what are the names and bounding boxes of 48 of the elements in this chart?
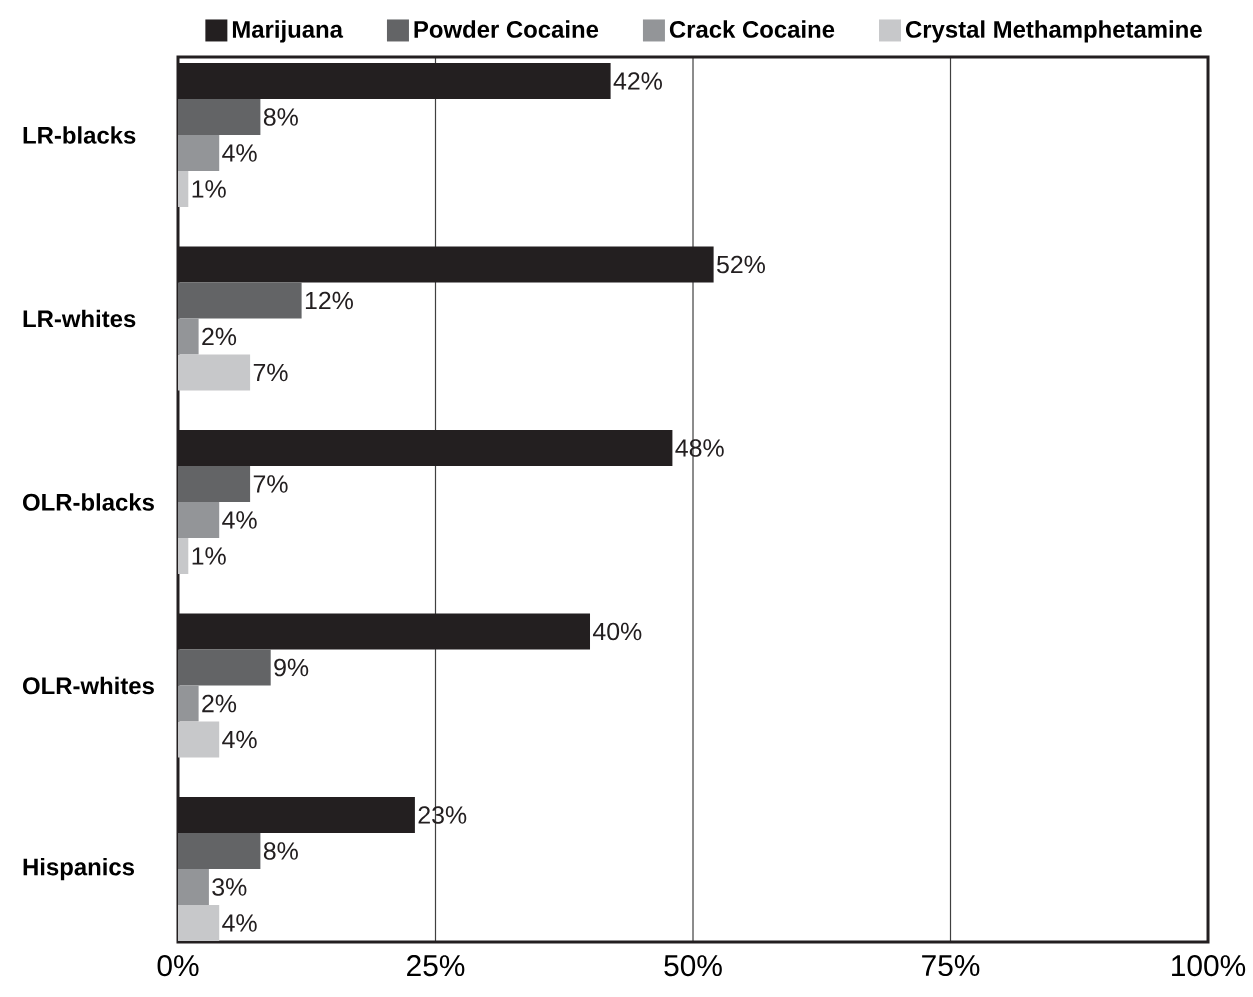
bar	[178, 466, 251, 503]
data-label: 1%	[192, 180, 226, 198]
bar	[178, 135, 220, 171]
legend-label: Crack Cocaine	[669, 20, 835, 38]
bar	[178, 282, 302, 319]
data-label: 3%	[212, 878, 247, 896]
y-tick-label: Hispanics	[23, 857, 135, 881]
bar	[178, 171, 189, 207]
data-label: 12%	[305, 291, 353, 310]
data-label: 48%	[675, 439, 724, 457]
data-label: 7%	[253, 475, 288, 493]
legend-label: Marijuana	[232, 20, 344, 43]
bar	[178, 649, 271, 686]
bar	[178, 721, 220, 758]
legend-label: Powder Cocaine	[414, 20, 599, 38]
data-label: 4%	[222, 144, 257, 162]
bar	[178, 538, 189, 575]
data-label: 9%	[274, 658, 309, 677]
y-tick-label: OLR-whites	[23, 676, 154, 695]
y-tick-label: LR-blacks	[23, 126, 136, 144]
x-tick-label: 50%	[664, 955, 722, 977]
x-tick-label: 25%	[407, 955, 465, 977]
data-label: 2%	[202, 327, 237, 346]
bar	[178, 502, 220, 539]
x-tick-label: 75%	[922, 955, 980, 977]
data-label: 42%	[613, 72, 662, 90]
x-tick-label: 100%	[1172, 955, 1246, 977]
y-tick-label: OLR-blacks	[23, 493, 154, 511]
data-label: 4%	[222, 914, 257, 932]
x-tick-label: 0%	[157, 955, 199, 977]
data-label: 52%	[717, 255, 765, 274]
data-label: 8%	[263, 842, 298, 860]
y-tick-label: LR-whites	[23, 309, 136, 328]
data-label: 8%	[263, 108, 298, 126]
bar	[178, 905, 220, 942]
data-label: 40%	[592, 622, 642, 641]
bar	[178, 99, 261, 135]
data-label: 7%	[253, 363, 288, 382]
bar	[178, 833, 261, 870]
bar	[178, 318, 199, 355]
data-label: 4%	[222, 511, 257, 529]
data-label: 4%	[222, 730, 257, 749]
bar	[178, 869, 209, 906]
bar	[178, 354, 251, 391]
data-label: 2%	[202, 694, 237, 713]
legend-label: Crystal Methamphetamine	[905, 20, 1202, 43]
bar	[178, 685, 199, 722]
data-label: 1%	[192, 547, 226, 565]
